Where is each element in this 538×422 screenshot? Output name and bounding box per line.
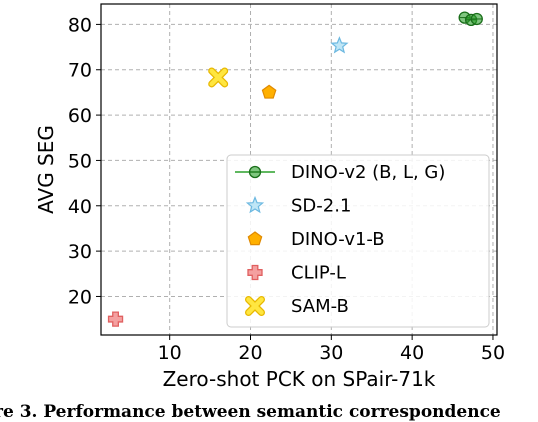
data-point xyxy=(330,36,349,54)
figure-caption: re 3. Performance between semantic corre… xyxy=(0,402,501,422)
x-tick-label: 30 xyxy=(319,342,343,364)
legend-label: SD-2.1 xyxy=(291,196,351,217)
data-point xyxy=(470,12,483,26)
legend: DINO-v2 (B, L, G) SD-2.1 DINO-v1-B CLIP-L SA… xyxy=(226,154,490,328)
legend-marker xyxy=(248,165,262,179)
x-ticks: 10 20 30 40 50 xyxy=(158,335,505,364)
y-tick-label: 20 xyxy=(68,286,92,308)
data-point xyxy=(107,311,124,327)
legend-entry: CLIP-L xyxy=(247,263,346,284)
x-tick-label: 50 xyxy=(481,342,505,364)
legend-label: DINO-v1-B xyxy=(291,229,385,250)
legend-marker xyxy=(245,296,265,316)
figure-caption-bold: re 3. Performance between semantic corre… xyxy=(0,402,501,422)
y-axis-label: AVG SEG xyxy=(34,125,58,214)
y-tick-label: 80 xyxy=(68,14,92,36)
legend-marker xyxy=(245,195,265,214)
legend-label: DINO-v2 (B, L, G) xyxy=(291,162,445,183)
y-tick-label: 30 xyxy=(68,241,92,263)
series-2 xyxy=(261,84,277,99)
legend-marker xyxy=(247,264,263,281)
y-tick-label: 70 xyxy=(68,60,92,82)
y-tick-label: 40 xyxy=(68,196,92,218)
series-4 xyxy=(208,67,229,88)
legend-label: CLIP-L xyxy=(291,263,346,284)
legend-entry: DINO-v2 (B, L, G) xyxy=(235,162,445,183)
plot-frame xyxy=(100,3,498,336)
data-series xyxy=(107,11,483,327)
x-tick-label: 10 xyxy=(158,342,182,364)
x-tick-label: 20 xyxy=(238,342,262,364)
series-0 xyxy=(458,11,483,27)
data-point xyxy=(208,67,229,88)
legend-entry: SD-2.1 xyxy=(245,195,351,217)
legend-label: SAM-B xyxy=(291,296,349,317)
x-tick-label: 40 xyxy=(400,342,424,364)
legend-entry: DINO-v1-B xyxy=(247,229,385,250)
y-tick-label: 60 xyxy=(68,105,92,127)
series-1 xyxy=(330,36,349,54)
x-axis-label: Zero-shot PCK on SPair-71k xyxy=(163,367,436,391)
data-point xyxy=(261,84,277,99)
legend-entry: SAM-B xyxy=(245,296,349,317)
y-tick-label: 50 xyxy=(68,150,92,172)
series-3 xyxy=(107,311,124,327)
y-ticks: 20 30 40 50 60 70 80 xyxy=(68,14,101,308)
legend-marker xyxy=(247,231,263,246)
legend-box xyxy=(226,154,490,328)
